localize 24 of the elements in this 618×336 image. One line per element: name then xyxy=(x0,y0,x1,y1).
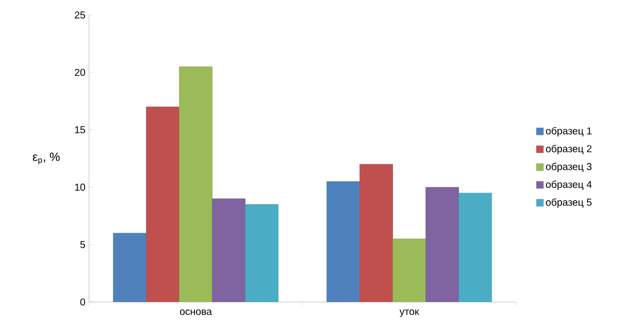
bar xyxy=(360,164,393,302)
legend-label: образец 5 xyxy=(546,198,592,208)
y-tick-label: 15 xyxy=(75,126,86,134)
bar xyxy=(326,181,360,302)
y-tick-label: 20 xyxy=(74,68,86,76)
legend-label: образец 2 xyxy=(546,144,592,154)
bar xyxy=(426,187,459,302)
bar xyxy=(179,66,212,302)
legend-label: образец 4 xyxy=(546,180,592,190)
bar xyxy=(113,232,146,302)
y-tick-label: 25 xyxy=(74,11,86,19)
y-tick-label: 10 xyxy=(75,184,86,191)
bar xyxy=(245,204,278,302)
bar xyxy=(392,238,426,302)
legend-label: образец 1 xyxy=(546,127,592,136)
x-tick-label: основа xyxy=(180,310,212,315)
legend-label: образец 3 xyxy=(546,162,592,172)
x-tick-label: уток xyxy=(400,310,419,317)
bar xyxy=(212,198,246,302)
y-tick-label: 0 xyxy=(80,298,86,306)
y-axis-title: ε$_{р}$, % xyxy=(32,152,60,164)
y-tick-label: 5 xyxy=(80,241,86,248)
bar xyxy=(146,106,180,302)
bar xyxy=(458,192,492,302)
